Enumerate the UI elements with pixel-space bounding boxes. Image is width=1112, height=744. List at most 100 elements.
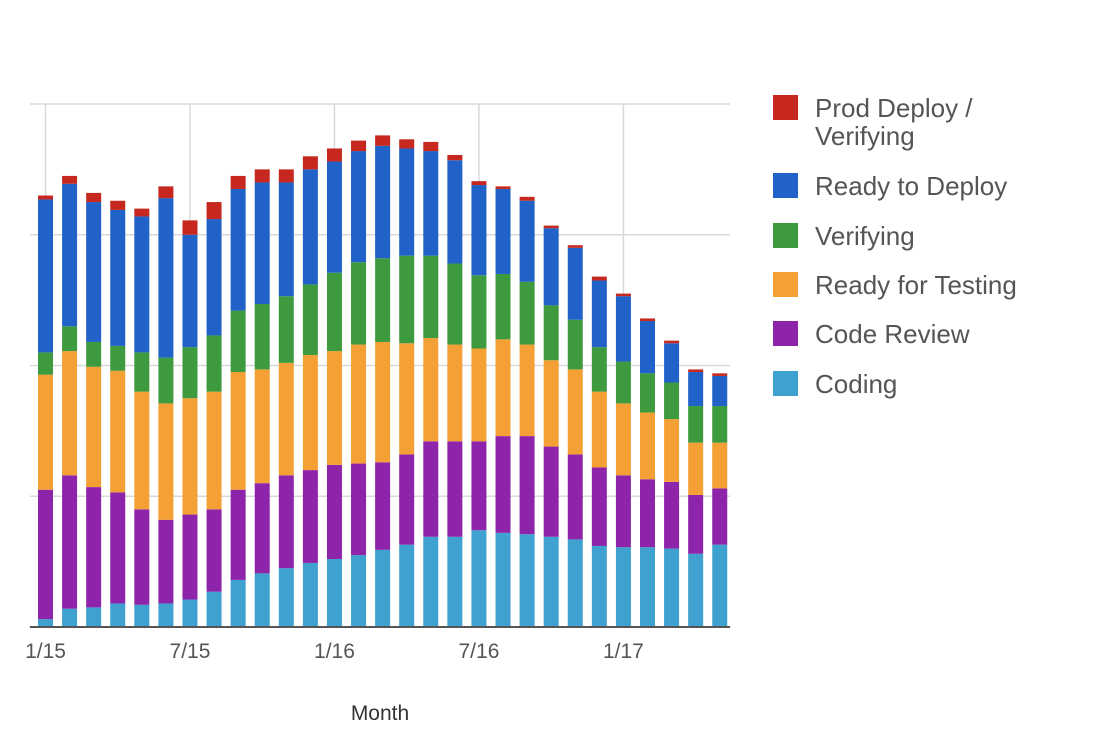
bar-code-review	[640, 479, 655, 548]
bar-coding	[254, 573, 270, 627]
bar-ready-to-deploy	[688, 372, 704, 407]
bar-verifying	[206, 335, 222, 392]
bar-stack	[206, 202, 222, 627]
bar-stack	[278, 169, 294, 627]
bar-ready-to-deploy	[182, 234, 198, 348]
bar-ready-for-testing	[664, 419, 680, 482]
bar-ready-to-deploy	[423, 151, 439, 256]
bar-verifying	[471, 275, 487, 349]
bar-code-review	[543, 446, 559, 537]
bar-prod-deploy-verifying	[519, 196, 535, 201]
bar-code-review	[230, 489, 246, 580]
bar-ready-for-testing	[688, 442, 704, 495]
bar-ready-for-testing	[423, 338, 439, 442]
legend-swatch	[773, 371, 798, 396]
bar-verifying	[567, 319, 583, 370]
bar-ready-to-deploy	[254, 182, 270, 305]
x-tick-label: 1/17	[603, 640, 644, 663]
bar-ready-for-testing	[495, 339, 511, 437]
bar-verifying	[495, 273, 511, 340]
bar-coding	[134, 604, 150, 627]
x-axis: 1/15 7/15 1/16 7/16 1/17	[25, 626, 730, 663]
bar-ready-to-deploy	[38, 199, 53, 353]
legend-label: Ready for Testing	[815, 270, 1017, 300]
bar-prod-deploy-verifying	[375, 135, 391, 146]
bar-stack	[567, 245, 583, 627]
bar-stack	[688, 369, 704, 627]
bar-coding	[688, 553, 704, 627]
bar-ready-for-testing	[182, 398, 198, 515]
bar-verifying	[38, 352, 53, 375]
bar-code-review	[423, 441, 439, 537]
bar-ready-to-deploy	[567, 247, 583, 320]
bar-prod-deploy-verifying	[158, 186, 174, 199]
bar-code-review	[664, 481, 680, 549]
bar-stack	[110, 200, 126, 627]
bar-coding	[158, 603, 174, 627]
bar-stack	[351, 140, 367, 627]
bar-coding	[543, 536, 559, 627]
bar-ready-for-testing	[134, 391, 150, 510]
bar-ready-for-testing	[591, 391, 607, 468]
bar-stack	[254, 169, 270, 627]
bar-stack	[471, 181, 487, 627]
legend-label: Prod Deploy /	[815, 93, 973, 123]
bar-code-review	[326, 464, 342, 560]
bar-verifying	[302, 284, 318, 356]
bar-ready-for-testing	[158, 403, 174, 520]
bar-prod-deploy-verifying	[615, 293, 631, 297]
bar-prod-deploy-verifying	[254, 169, 270, 183]
bar-prod-deploy-verifying	[688, 369, 704, 373]
bar-stack	[399, 139, 415, 627]
bar-coding	[230, 579, 246, 627]
bar-ready-for-testing	[375, 341, 391, 463]
x-tick-label: 1/16	[314, 640, 355, 663]
legend-label: Verifying	[815, 121, 915, 151]
bar-coding	[302, 562, 318, 627]
legend-item-ready-for-testing: Ready for Testing	[773, 270, 1017, 300]
bar-verifying	[62, 326, 78, 352]
bar-code-review	[591, 467, 607, 546]
bar-stack	[591, 276, 607, 627]
bar-prod-deploy-verifying	[182, 220, 198, 235]
bar-ready-to-deploy	[399, 148, 415, 256]
bar-code-review	[712, 488, 728, 545]
bar-ready-for-testing	[519, 344, 535, 437]
bar-ready-to-deploy	[664, 343, 680, 383]
bar-ready-to-deploy	[230, 188, 246, 311]
bar-ready-to-deploy	[447, 160, 463, 264]
bar-stack	[375, 135, 391, 627]
bar-coding	[567, 539, 583, 627]
bar-prod-deploy-verifying	[206, 202, 222, 220]
bar-verifying	[86, 341, 102, 367]
bar-verifying	[375, 258, 391, 342]
bar-verifying	[399, 255, 415, 344]
bar-code-review	[278, 475, 294, 569]
bar-stack	[86, 192, 102, 627]
bar-code-review	[688, 494, 704, 554]
bar-coding	[86, 607, 102, 627]
bar-prod-deploy-verifying	[38, 195, 53, 200]
bar-ready-for-testing	[302, 355, 318, 471]
bar-coding	[399, 544, 415, 627]
bar-code-review	[110, 492, 126, 604]
bar-verifying	[615, 361, 631, 404]
bar-stack	[423, 141, 439, 627]
bar-code-review	[519, 436, 535, 535]
bar-ready-to-deploy	[519, 200, 535, 282]
bar-ready-for-testing	[206, 391, 222, 510]
bar-coding	[423, 536, 439, 627]
bar-prod-deploy-verifying	[447, 154, 463, 161]
bar-ready-to-deploy	[471, 185, 487, 276]
bar-stack	[447, 154, 463, 627]
bar-verifying	[278, 296, 294, 363]
bar-ready-for-testing	[399, 343, 415, 455]
bar-ready-for-testing	[471, 348, 487, 442]
bar-code-review	[302, 470, 318, 563]
legend-swatch	[773, 173, 798, 198]
bar-ready-to-deploy	[712, 375, 728, 407]
bar-ready-to-deploy	[591, 280, 607, 348]
bar-code-review	[158, 519, 174, 604]
bar-verifying	[326, 272, 342, 352]
